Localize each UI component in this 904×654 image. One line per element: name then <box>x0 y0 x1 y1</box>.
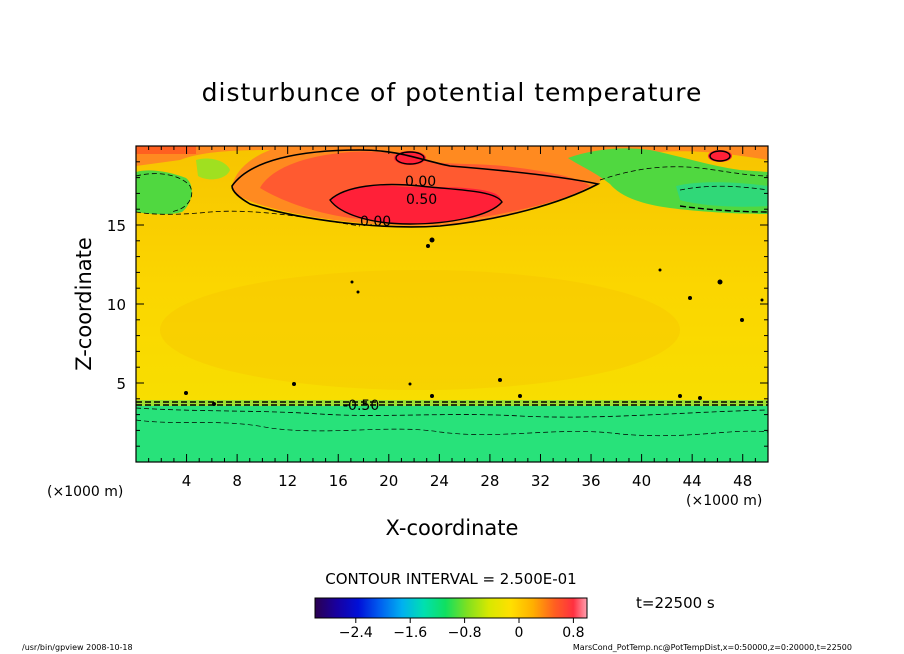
x-tick-label: 32 <box>531 472 550 490</box>
x-tick-label: 36 <box>581 472 600 490</box>
speckles <box>184 237 764 406</box>
contour-small-right <box>709 150 731 162</box>
x-unit-left: (×1000 m) <box>47 484 123 500</box>
x-tick-label: 44 <box>683 472 702 490</box>
lower-transition <box>136 400 768 406</box>
contour-line <box>136 419 768 437</box>
footer-left: /usr/bin/gpview 2008-10-18 <box>22 643 133 652</box>
contour-label: 0.00 <box>360 214 391 230</box>
x-unit-right: (×1000 m) <box>686 493 762 509</box>
contour-labels: 0.00 0.50 0.00 -0.50 <box>343 174 437 414</box>
mid-patch <box>160 270 680 390</box>
x-tick-label: 8 <box>232 472 242 490</box>
small-maximum-right <box>708 150 732 162</box>
upper-right-green-core <box>676 182 768 207</box>
colorbar-ramp <box>314 597 588 619</box>
colorbar-tick-label: 0 <box>515 625 524 641</box>
x-tick-label: 4 <box>182 472 192 490</box>
contour-line <box>136 407 768 418</box>
colorbar-tick-label: −2.4 <box>339 625 373 641</box>
x-tick-label: 24 <box>430 472 449 490</box>
contour-line <box>136 210 361 227</box>
y-ticks: 5 10 15 <box>107 161 768 447</box>
y-axis-label: Z-coordinate <box>72 237 96 371</box>
contour-line <box>599 166 768 181</box>
colorbar: −2.4 −1.6 −0.8 0 0.8 <box>314 597 588 641</box>
chart-title: disturbunce of potential temperature <box>202 78 703 107</box>
x-axis-label: X-coordinate <box>386 516 519 540</box>
contour-label: 0.00 <box>405 174 436 190</box>
upper-left-green <box>136 170 192 215</box>
colorbar-ticks: −2.4 −1.6 −0.8 0 0.8 <box>339 618 585 641</box>
contour-small <box>395 151 425 165</box>
contour-half <box>329 183 503 225</box>
colorbar-tick-label: −0.8 <box>448 625 482 641</box>
y-tick-label: 5 <box>116 375 126 393</box>
colorbar-tick-label: −1.6 <box>393 625 427 641</box>
x-tick-label: 12 <box>278 472 297 490</box>
x-tick-label: 40 <box>632 472 651 490</box>
x-ticks: 4 8 12 16 20 24 28 32 36 40 44 48 <box>148 146 756 490</box>
colorbar-tick-label: 0.8 <box>562 625 584 641</box>
footer-right: MarsCond_PotTemp.nc@PotTempDist,x=0:5000… <box>573 643 852 652</box>
core-maximum <box>330 185 501 225</box>
time-label: t=22500 s <box>636 594 715 612</box>
contour-zero <box>231 149 601 228</box>
y-tick-label: 10 <box>107 296 126 314</box>
contour-interval: CONTOUR INTERVAL = 2.500E-01 <box>325 570 576 588</box>
contour-line <box>679 185 768 191</box>
x-tick-label: 20 <box>379 472 398 490</box>
x-tick-label: 16 <box>329 472 348 490</box>
contour-label: 0.50 <box>406 192 437 208</box>
contour-lines <box>136 149 768 437</box>
plot-field <box>136 146 768 462</box>
x-tick-label: 48 <box>733 472 752 490</box>
top-left-warm <box>136 146 196 154</box>
x-tick-label: 28 <box>480 472 499 490</box>
contour-label: -0.50 <box>343 398 379 414</box>
contour-line <box>136 173 193 213</box>
upper-left-green-2 <box>196 158 230 180</box>
y-tick-label: 15 <box>107 217 126 235</box>
